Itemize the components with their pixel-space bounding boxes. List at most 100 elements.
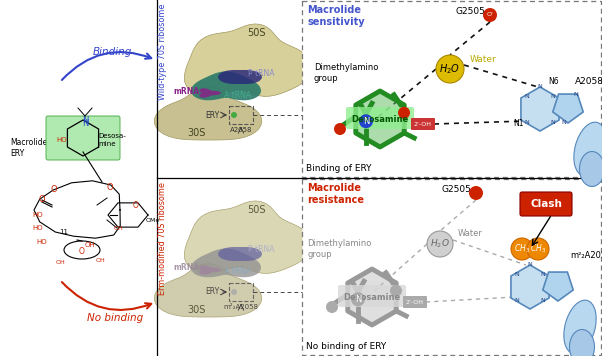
Text: N: N: [562, 120, 566, 126]
Ellipse shape: [564, 300, 596, 354]
Circle shape: [436, 55, 464, 83]
Text: 2'-OH: 2'-OH: [414, 121, 432, 126]
Ellipse shape: [569, 330, 595, 356]
Polygon shape: [191, 72, 261, 100]
Text: N: N: [363, 117, 369, 126]
Text: ERY: ERY: [205, 288, 219, 297]
Circle shape: [427, 231, 453, 257]
Text: OMe: OMe: [146, 218, 160, 222]
FancyBboxPatch shape: [302, 1, 601, 177]
Circle shape: [334, 123, 346, 135]
Polygon shape: [199, 265, 221, 275]
Text: OH: OH: [95, 257, 105, 262]
FancyBboxPatch shape: [46, 116, 120, 160]
Text: HO: HO: [57, 137, 67, 143]
Text: O: O: [39, 195, 45, 204]
Polygon shape: [154, 87, 262, 140]
Text: OH: OH: [113, 226, 123, 231]
Text: HO: HO: [37, 239, 48, 245]
Text: N: N: [541, 298, 545, 303]
Circle shape: [527, 238, 549, 260]
Polygon shape: [191, 248, 261, 277]
Text: Desosamine: Desosamine: [343, 293, 400, 302]
Circle shape: [351, 292, 365, 306]
Text: HO: HO: [33, 225, 43, 231]
Text: Binding of ERY: Binding of ERY: [306, 164, 371, 173]
Polygon shape: [218, 247, 262, 261]
FancyBboxPatch shape: [338, 285, 406, 307]
Text: A2058: A2058: [575, 77, 602, 85]
Text: Macrolide
resistance: Macrolide resistance: [307, 183, 364, 205]
Text: No binding: No binding: [87, 313, 143, 323]
Text: 50S: 50S: [247, 28, 265, 38]
Text: O: O: [133, 200, 139, 209]
Circle shape: [483, 8, 497, 22]
Text: Macrolide
ERY: Macrolide ERY: [10, 138, 47, 158]
Text: A tRNA: A tRNA: [224, 90, 251, 99]
Circle shape: [390, 285, 402, 297]
Text: N: N: [551, 120, 556, 125]
Circle shape: [326, 301, 338, 313]
Ellipse shape: [574, 122, 602, 176]
Text: OH: OH: [55, 260, 65, 265]
Text: O: O: [51, 185, 57, 194]
Text: $CH_3$: $CH_3$: [530, 243, 546, 255]
FancyBboxPatch shape: [346, 107, 414, 129]
Circle shape: [469, 186, 483, 200]
Text: O: O: [107, 183, 113, 193]
Text: N: N: [515, 272, 520, 277]
Text: $CH_3$: $CH_3$: [514, 243, 530, 255]
Text: N: N: [538, 84, 542, 89]
Text: Dimethylamino
group: Dimethylamino group: [314, 63, 379, 83]
Polygon shape: [154, 264, 262, 317]
Polygon shape: [348, 269, 396, 325]
Text: N: N: [524, 94, 529, 99]
Text: mRNA: mRNA: [174, 263, 200, 272]
Text: N: N: [355, 295, 361, 304]
Text: P tRNA: P tRNA: [248, 68, 275, 78]
FancyBboxPatch shape: [520, 192, 572, 216]
Text: No binding of ERY: No binding of ERY: [306, 342, 386, 351]
Text: Erm-modified 70S ribosome: Erm-modified 70S ribosome: [158, 182, 167, 295]
Text: O: O: [79, 247, 85, 257]
Text: HO: HO: [33, 212, 43, 218]
Text: N: N: [515, 298, 520, 303]
Text: Desosa-
mine: Desosa- mine: [98, 134, 126, 147]
Text: N: N: [524, 120, 529, 125]
Text: mRNA: mRNA: [174, 87, 200, 95]
Text: N: N: [82, 120, 88, 129]
Text: N: N: [541, 272, 545, 277]
Circle shape: [231, 289, 237, 295]
Text: Binding: Binding: [92, 47, 132, 57]
Polygon shape: [543, 272, 573, 301]
Circle shape: [359, 114, 373, 128]
FancyBboxPatch shape: [403, 296, 427, 308]
Text: 50S: 50S: [247, 205, 265, 215]
FancyBboxPatch shape: [302, 179, 601, 355]
Text: 11: 11: [60, 229, 69, 235]
Text: Desosamine: Desosamine: [352, 115, 409, 124]
Polygon shape: [184, 201, 312, 273]
Text: P tRNA: P tRNA: [248, 246, 275, 255]
Polygon shape: [199, 88, 221, 98]
Text: N1: N1: [514, 119, 524, 127]
Text: A tRNA: A tRNA: [224, 267, 251, 277]
Polygon shape: [356, 91, 405, 147]
Text: 30S: 30S: [187, 305, 205, 315]
Text: N: N: [551, 94, 556, 99]
Text: m²₂A2058: m²₂A2058: [570, 251, 602, 260]
Text: A2058: A2058: [230, 127, 252, 133]
Text: N: N: [574, 93, 579, 98]
Circle shape: [231, 112, 237, 118]
Text: N: N: [82, 116, 88, 125]
Text: N: N: [527, 262, 532, 267]
Text: ERY: ERY: [205, 110, 219, 120]
Text: 2'-OH: 2'-OH: [406, 299, 424, 304]
Text: Clash: Clash: [530, 199, 562, 209]
Polygon shape: [553, 94, 583, 123]
Text: m²₂A2058: m²₂A2058: [223, 304, 258, 310]
Text: G2505: G2505: [456, 6, 486, 16]
Text: $H_2O$: $H_2O$: [439, 62, 461, 76]
Text: Water: Water: [458, 230, 483, 239]
Circle shape: [398, 107, 410, 119]
